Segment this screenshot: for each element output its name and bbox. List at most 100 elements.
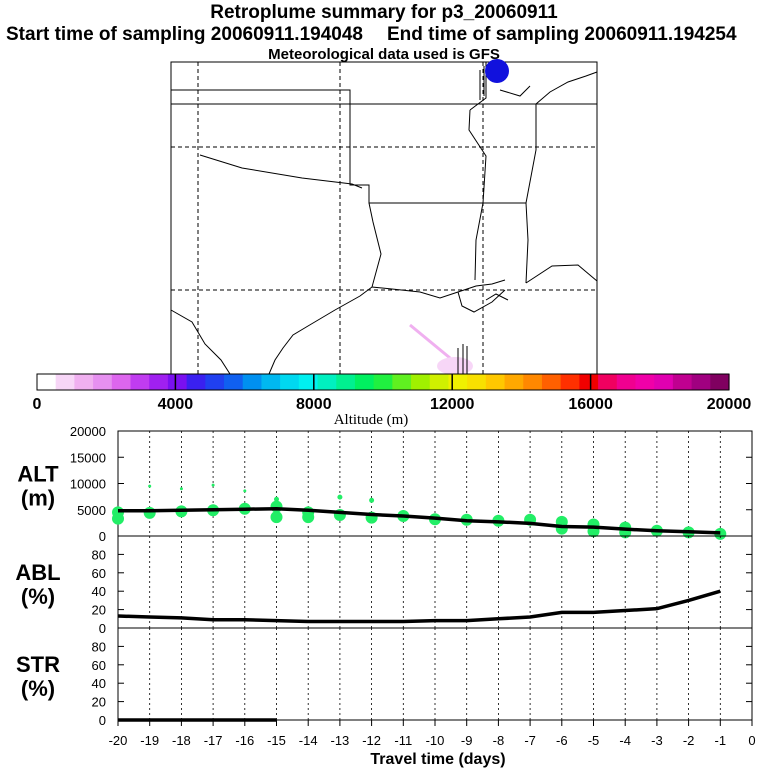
x-tick-label: -10 [426, 733, 445, 748]
colorbar-frame [36, 373, 730, 391]
x-tick-label: -8 [493, 733, 505, 748]
panel-label: STR [16, 652, 60, 677]
colorbar-swatch [504, 374, 524, 390]
plume-trail [409, 323, 451, 360]
altitude-dot [211, 483, 215, 487]
altitude-dot [274, 496, 279, 502]
map-panel [170, 59, 598, 375]
y-tick-label: 0 [99, 621, 106, 636]
colorbar-swatch [354, 374, 375, 390]
colorbar-swatch [336, 374, 356, 390]
colorbar-swatch [672, 374, 693, 390]
colorbar-swatch [74, 374, 94, 390]
y-tick-label: 5000 [77, 503, 106, 518]
panel-label-unit: (%) [21, 676, 55, 701]
x-tick-label: -13 [331, 733, 350, 748]
x-tick-label: -15 [267, 733, 286, 748]
colorbar-swatch [467, 374, 487, 390]
colorbar-swatch [691, 374, 711, 390]
map-grid [171, 62, 597, 374]
panel-alt: 0 5000 10000 15000 20000 ALT(m) [17, 424, 753, 544]
colorbar-swatch [710, 374, 730, 390]
panel-abl: 0 20 40 60 80 ABL(%) [15, 535, 753, 636]
panel-label-unit: (%) [21, 584, 55, 609]
colorbar-swatch [411, 374, 431, 390]
time-series-panels: 05000100001500020000ALT(m)020406080ABL(%… [15, 424, 755, 748]
colorbar-title: Altitude (m) [334, 412, 409, 428]
colorbar-swatch [523, 374, 543, 390]
colorbar-swatch [579, 374, 599, 390]
plume-near-release [437, 357, 473, 375]
colorbar-swatch [111, 374, 132, 390]
colorbar-swatch [55, 374, 76, 390]
altitude-dot [337, 494, 343, 500]
altitude-dot [243, 489, 247, 493]
colorbar-swatch [373, 374, 393, 390]
y-tick-label: 15000 [70, 450, 106, 465]
colorbar-swatch [186, 374, 206, 390]
sampling-times: Start time of sampling 20060911.194048 En… [6, 24, 737, 46]
altitude-dot [112, 512, 124, 525]
x-tick-label: -16 [235, 733, 254, 748]
source-location-marker [485, 59, 509, 83]
panel-label: ALT [17, 462, 59, 487]
colorbar-swatch [541, 374, 562, 390]
x-tick-label: -14 [299, 733, 318, 748]
x-tick-label: -19 [140, 733, 159, 748]
y-tick-label: 0 [99, 713, 106, 728]
map-boundaries [170, 62, 598, 375]
colorbar-swatch [616, 374, 637, 390]
x-tick-label: -6 [556, 733, 568, 748]
colorbar-tick-label: 12000 [430, 396, 475, 413]
colorbar-tick-label: 4000 [158, 396, 194, 413]
colorbar-swatch [448, 374, 468, 390]
y-tick-label: 0 [99, 529, 106, 544]
colorbar-tick-label: 0 [33, 396, 42, 413]
map-frame [170, 61, 598, 375]
x-tick-label: -12 [362, 733, 381, 748]
y-tick-label: 80 [92, 639, 106, 654]
y-tick-label: 40 [92, 584, 106, 599]
abl-line [117, 589, 721, 624]
y-tick-label: 60 [92, 566, 106, 581]
mean-altitude-line [118, 506, 721, 535]
y-tick-label: 80 [92, 547, 106, 562]
colorbar-swatch [485, 374, 506, 390]
y-tick-label: 10000 [70, 477, 106, 492]
source-bars [479, 66, 485, 100]
x-tick-label: -18 [172, 733, 191, 748]
colorbar-swatch [93, 374, 113, 390]
colorbar-swatch [598, 374, 618, 390]
x-axis: -20 -19 -18 -17 -16 -15 -14 -13 -12 -11 -10 -9 -8 -7-… [109, 720, 756, 748]
panel-label: ABL [15, 560, 60, 585]
y-tick-label: 40 [92, 676, 106, 691]
colorbar-swatch [130, 374, 150, 390]
colorbar-swatch [261, 374, 281, 390]
altitude-dot [369, 497, 375, 503]
colorbar-tick-label: 8000 [296, 396, 332, 413]
met-data-label: Meteorological data used is GFS [268, 46, 500, 63]
x-tick-label: -4 [619, 733, 631, 748]
colorbar-swatch [317, 374, 337, 390]
colorbar-swatch [560, 374, 580, 390]
x-tick-label: -17 [204, 733, 223, 748]
colorbar-swatch [635, 374, 655, 390]
colorbar-swatch [149, 374, 169, 390]
colorbar-swatch [224, 374, 244, 390]
altitude-dot [143, 506, 156, 519]
x-tick-label: -20 [109, 733, 128, 748]
y-tick-label: 20000 [70, 424, 106, 439]
x-tick-label: -2 [683, 733, 695, 748]
end-time-label: End time of sampling 20060911.194254 [386, 24, 737, 45]
altitude-dot [179, 487, 183, 491]
chart-title: Retroplume summary for p3_20060911 [210, 2, 558, 23]
x-axis-title: Travel time (days) [370, 751, 505, 768]
colorbar-swatch [242, 374, 263, 390]
x-tick-label: -3 [651, 733, 663, 748]
panel-label-unit: (m) [21, 486, 55, 511]
x-tick-label: -5 [588, 733, 600, 748]
colorbar-swatch [37, 374, 57, 390]
plume-release-bars [457, 344, 468, 374]
altitude-colorbar: 0 4000 8000 12000 16000 20000 [33, 373, 751, 413]
